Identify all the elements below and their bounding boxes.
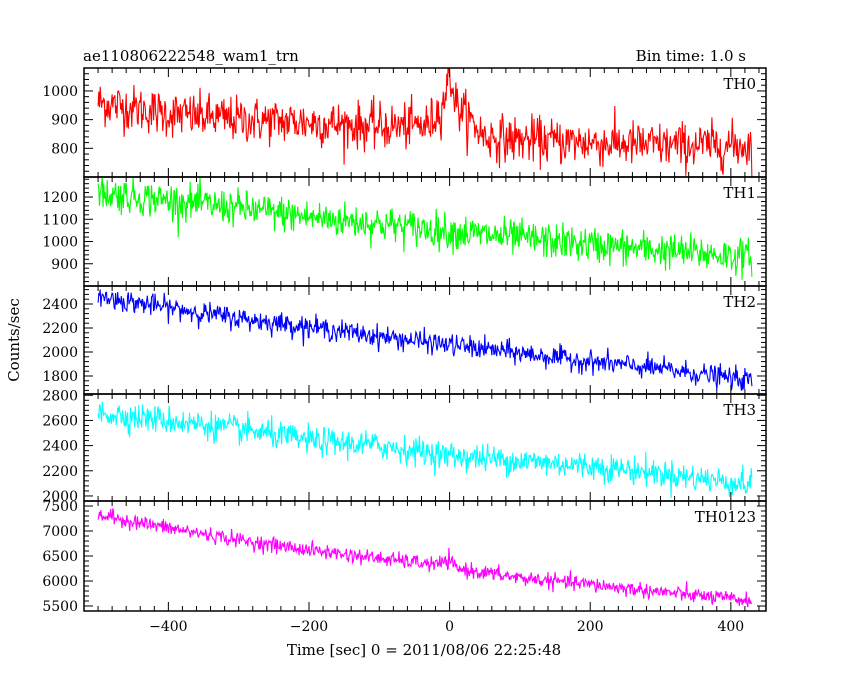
y-tick-label: 6500 [42,549,78,565]
bin-time-label: Bin time: 1.0 s [636,47,746,65]
y-tick-label: 7000 [42,524,78,540]
panel-label-th2: TH2 [723,293,756,311]
series-line-th0 [97,68,753,177]
y-tick-label: 2000 [42,489,78,505]
panel-th0123: 5500 6000 6500 7000 7500 TH0123 [42,499,767,615]
x-tick-label: 400 [717,619,744,635]
y-tick-label: 7500 [42,499,78,515]
x-tick-label: −400 [149,619,187,635]
panel-label-th0123: TH0123 [695,508,756,526]
y-tick-label: 1000 [42,84,78,100]
y-tick-label: 800 [51,141,78,157]
x-tick-label: −200 [290,619,328,635]
y-tick-label: 6000 [42,574,78,590]
y-tick-label: 2400 [42,297,78,313]
y-tick-label: 900 [51,257,78,273]
panel-th1: 900 1000 1100 1200 TH1 [42,176,767,287]
panel-th2: 1800 2000 2200 2400 TH2 [42,285,767,395]
panel-th0: 800 900 1000 TH0 [42,67,767,178]
series-line-th0123 [97,508,753,608]
y-tick-label: 1000 [42,235,78,251]
series-line-th2 [97,289,753,391]
x-tick-label: 0 [445,619,454,635]
y-tick-label: 2800 [42,388,78,404]
y-tick-label: 900 [51,113,78,129]
x-axis-label: Time [sec] 0 = 2011/08/06 22:25:48 [287,641,561,659]
panel-label-th0: TH0 [723,75,756,93]
panel-frame [83,393,767,502]
y-tick-label: 2000 [42,345,78,361]
y-tick-label: 1200 [42,190,78,206]
x-tick-label: 200 [577,619,604,635]
y-tick-label: 1800 [42,369,78,385]
series-line-th1 [97,177,753,280]
y-tick-label: 2200 [42,321,78,337]
chart-title: ae110806222548_wam1_trn [83,47,299,65]
panel-label-th1: TH1 [723,184,756,202]
y-tick-label: 1100 [42,212,78,228]
y-axis-label: Counts/sec [5,298,23,382]
panel-frame [83,67,767,178]
series-line-th3 [97,401,753,499]
y-tick-label: 2600 [42,413,78,429]
y-tick-label: 2400 [42,439,78,455]
y-tick-label: 2200 [42,464,78,480]
panel-th3: 2000 2200 2400 2600 2800 TH3 [42,388,767,505]
y-tick-label: 5500 [42,599,78,615]
panel-label-th3: TH3 [723,401,756,419]
